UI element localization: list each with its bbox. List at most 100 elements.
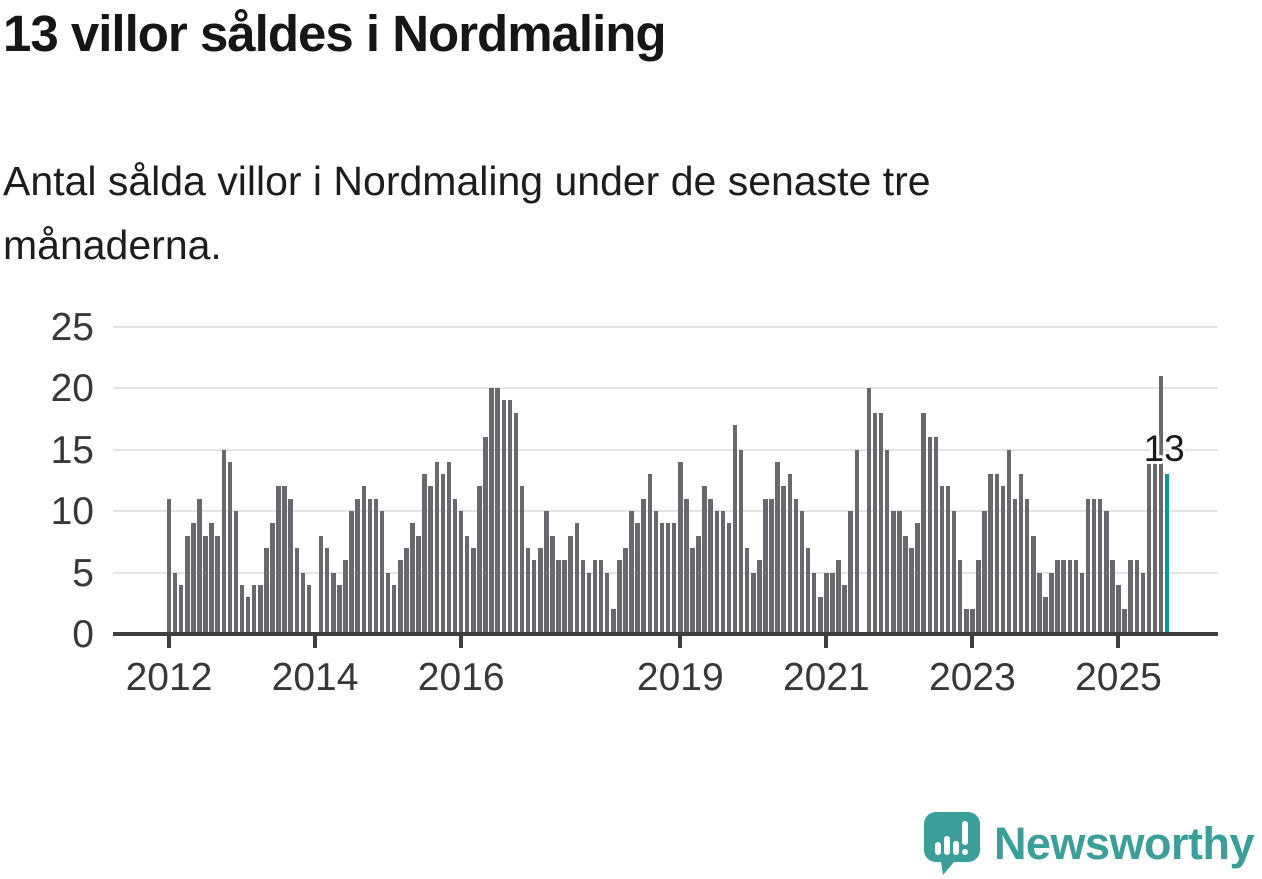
bar-2021-06 xyxy=(854,449,860,634)
bar-2017-03 xyxy=(544,511,549,634)
bar-2013-08 xyxy=(282,486,287,634)
bar-2023-05 xyxy=(994,474,999,634)
bar-2015-08 xyxy=(428,486,433,634)
bar-2015-05 xyxy=(410,523,415,634)
bar-2024-04 xyxy=(1061,560,1066,634)
bar-2016-11 xyxy=(519,486,525,634)
x-axis-label-2016: 2016 xyxy=(417,656,505,699)
bar-2024-01 xyxy=(1043,597,1048,634)
y-axis-label-25: 25 xyxy=(50,305,94,349)
x-tick-2019 xyxy=(678,636,683,648)
bar-2016-08 xyxy=(501,400,506,634)
bar-2020-12 xyxy=(818,597,823,634)
bar-2015-06 xyxy=(416,535,421,634)
bar-2015-02 xyxy=(391,584,397,634)
bar-2017-10 xyxy=(586,572,592,634)
bar-2019-02 xyxy=(684,498,689,634)
y-axis-label-20: 20 xyxy=(50,367,94,410)
y-axis-label-0: 0 xyxy=(72,613,94,656)
bar-2012-04 xyxy=(185,535,190,634)
bar-2013-04 xyxy=(258,584,263,634)
bar-2020-10 xyxy=(805,547,811,634)
bar-2014-03 xyxy=(324,547,330,634)
gridline-y-5 xyxy=(113,571,1218,574)
bar-2021-03 xyxy=(836,560,841,634)
bar-2021-11 xyxy=(884,449,890,634)
bar-2013-12 xyxy=(306,584,312,634)
bar-2015-12 xyxy=(452,498,458,634)
bar-2021-05 xyxy=(848,511,853,634)
x-axis-label-2019: 2019 xyxy=(636,656,724,699)
bar-2020-09 xyxy=(799,511,805,634)
bar-2022-08 xyxy=(939,486,945,634)
bar-2015-10 xyxy=(440,474,446,634)
bar-2024-05 xyxy=(1067,560,1073,634)
bar-2018-07 xyxy=(641,498,646,634)
bar-2012-02 xyxy=(172,572,178,634)
bar-2016-01 xyxy=(458,511,464,634)
bar-2019-09 xyxy=(726,523,732,634)
bar-2013-06 xyxy=(270,523,275,634)
gridline-y-15 xyxy=(113,448,1218,451)
bar-2022-04 xyxy=(915,523,920,634)
bar-2019-04 xyxy=(696,535,701,634)
bar-2019-10 xyxy=(732,424,738,634)
bar-2023-07 xyxy=(1006,449,1012,634)
bar-2023-09 xyxy=(1018,474,1024,634)
bar-2018-11 xyxy=(665,523,671,634)
bar-2018-05 xyxy=(629,511,634,634)
bar-2014-11 xyxy=(373,498,379,634)
highlight-bar-2025-09 xyxy=(1164,474,1170,634)
bar-2023-04 xyxy=(988,474,993,634)
bar-2016-05 xyxy=(483,437,488,634)
bar-2021-08 xyxy=(866,388,872,634)
bar-2022-05 xyxy=(921,412,926,634)
bar-2018-01 xyxy=(604,572,610,634)
bar-2021-02 xyxy=(830,572,835,634)
bar-2018-12 xyxy=(671,523,677,634)
bar-2013-11 xyxy=(300,572,306,634)
bar-2018-09 xyxy=(653,511,659,634)
bar-2014-04 xyxy=(331,572,336,634)
bar-2022-03 xyxy=(909,547,914,634)
y-axis-label-5: 5 xyxy=(72,551,94,595)
bar-2018-08 xyxy=(647,474,653,634)
bar-2024-07 xyxy=(1079,572,1085,634)
bar-2013-10 xyxy=(294,547,300,634)
bar-2012-09 xyxy=(215,535,220,634)
bar-2019-08 xyxy=(720,511,726,634)
bar-2024-02 xyxy=(1049,572,1054,634)
bar-2025-05 xyxy=(1140,572,1146,634)
bar-2017-01 xyxy=(531,560,537,634)
bar-2025-04 xyxy=(1134,560,1139,634)
bar-2020-08 xyxy=(793,498,799,634)
bar-2025-08 xyxy=(1158,375,1164,634)
x-tick-2014 xyxy=(313,636,318,648)
bar-2014-05 xyxy=(337,584,342,634)
bar-2017-04 xyxy=(550,535,555,634)
newsworthy-chart-bubble-icon xyxy=(923,812,980,875)
bar-2020-01 xyxy=(751,572,756,634)
gridline-y-25 xyxy=(113,325,1218,328)
bar-2024-06 xyxy=(1073,560,1079,634)
bar-2017-06 xyxy=(562,560,567,634)
bar-2020-05 xyxy=(775,461,780,634)
chart-subtitle: Antal sålda villor i Nordmaling under de… xyxy=(3,158,931,268)
bar-2025-06 xyxy=(1146,461,1152,634)
x-tick-2023 xyxy=(970,636,975,648)
bar-2022-09 xyxy=(945,486,951,634)
bar-2023-02 xyxy=(976,560,981,634)
bar-2019-06 xyxy=(708,498,713,634)
highlight-value-label: 13 xyxy=(1143,428,1185,470)
bar-2021-10 xyxy=(878,412,884,634)
bar-2014-02 xyxy=(318,535,324,634)
bar-2022-01 xyxy=(897,511,902,634)
bar-2014-09 xyxy=(361,486,367,634)
bar-2022-12 xyxy=(964,609,969,634)
bar-2016-04 xyxy=(477,486,482,634)
bar-2017-02 xyxy=(538,547,543,634)
bar-2022-10 xyxy=(951,511,957,634)
bar-2016-03 xyxy=(471,547,476,634)
bar-2021-04 xyxy=(842,584,847,634)
